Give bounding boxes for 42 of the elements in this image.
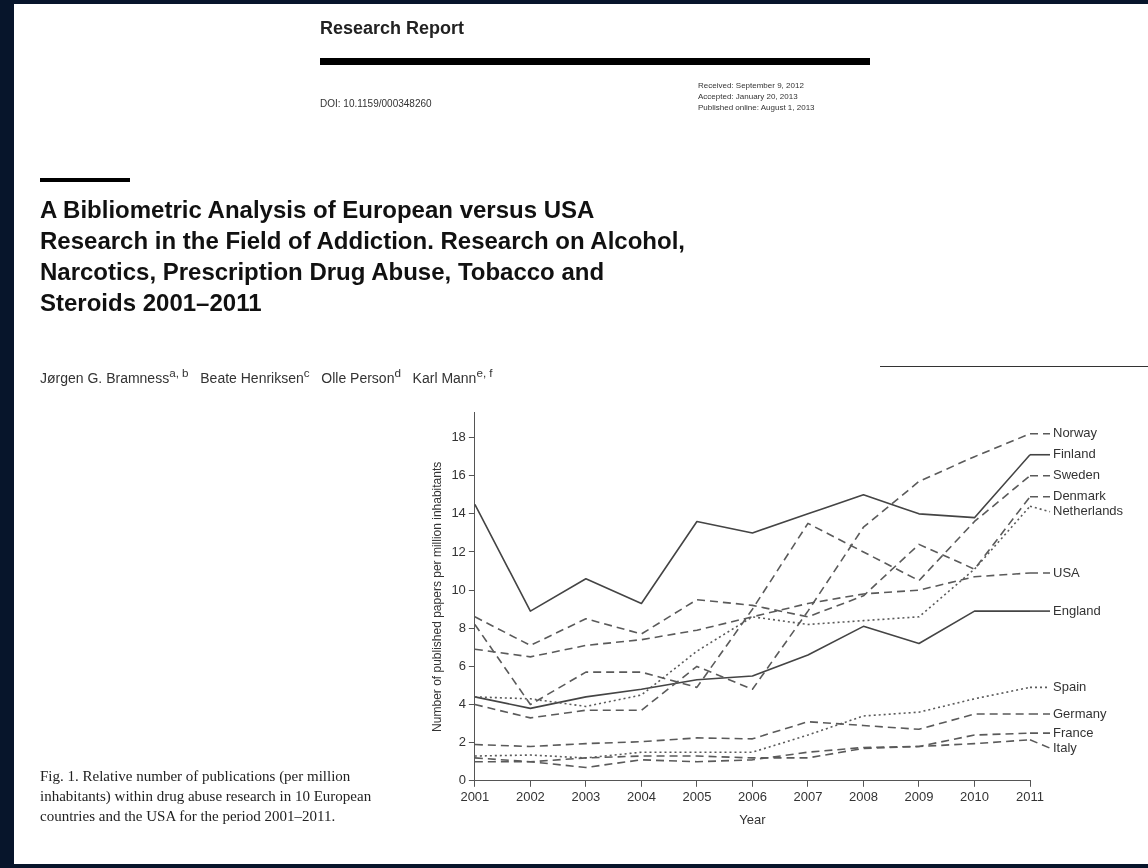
x-tick-label: 2010 [960, 789, 989, 805]
text: DOI: 10.1159/000348260 [320, 98, 432, 109]
legend-label: Netherlands [1053, 503, 1124, 519]
x-tick-label: 2004 [626, 789, 656, 805]
x-tick-label: 2011 [1016, 789, 1044, 805]
x-tick-label: 2009 [904, 789, 934, 805]
x-tick-label: 2006 [737, 789, 767, 805]
text: Research Report [320, 18, 465, 39]
chart-title: A Bibliometric Analysis of European versus USA Research in the Field of Addiction. Research on Alcohol, Narcotics, Prescription Drug Abuse, Tobacco and Steroids 2001–2011 [40, 195, 686, 318]
legend-label: England [1053, 602, 1101, 618]
y-tick-label: 6 [458, 657, 466, 673]
y-tick-label: 10 [451, 581, 466, 597]
y-tick-label: 12 [451, 543, 466, 559]
legend-label: Germany [1053, 705, 1107, 721]
x-tick-label: 2005 [682, 789, 712, 805]
legend-label: Norway [1053, 425, 1098, 441]
legend-label: USA [1053, 564, 1081, 580]
legend-label: Spain [1053, 678, 1087, 694]
x-tick-label: 2002 [515, 789, 545, 805]
y-tick-label: 8 [458, 619, 466, 635]
text: Jørgen G. Bramness$^{a, b}$ Beate Henriksen$^{c}$ Olle Person$^{d}$ Karl Mann$^{e, f}$ [40, 366, 493, 386]
legend-label: France [1053, 724, 1094, 740]
legend-label: Italy [1053, 739, 1078, 755]
x-axis-title: Year [739, 811, 767, 827]
x-tick-label: 2008 [849, 789, 878, 805]
y-tick-label: 14 [451, 505, 466, 521]
x-tick-label: 2001 [460, 789, 490, 805]
legend-label: Denmark [1053, 488, 1107, 504]
y-tick-label: 4 [458, 696, 466, 712]
legend-label: Sweden [1053, 467, 1100, 483]
y-tick-label: 18 [451, 429, 466, 445]
y-axis-title: Number of published papers per million inhabitants [429, 461, 444, 732]
x-tick-label: 2007 [793, 789, 823, 805]
text: Accepted: January 20, 2013 [698, 91, 799, 102]
y-tick-label: 16 [451, 467, 466, 483]
y-tick-label: 2 [458, 734, 466, 750]
caption: Fig. 1. Relative number of publications (per million inhabitants) within drug abuse research in 10 European countries and the USA for the period 2001–2011. [40, 767, 373, 826]
legend-label: Finland [1053, 446, 1096, 462]
text: Published online: August 1, 2013 [698, 102, 815, 113]
y-tick-label: 0 [458, 772, 466, 788]
x-tick-label: 2003 [571, 789, 601, 805]
text: Received: September 9, 2012 [698, 80, 805, 91]
